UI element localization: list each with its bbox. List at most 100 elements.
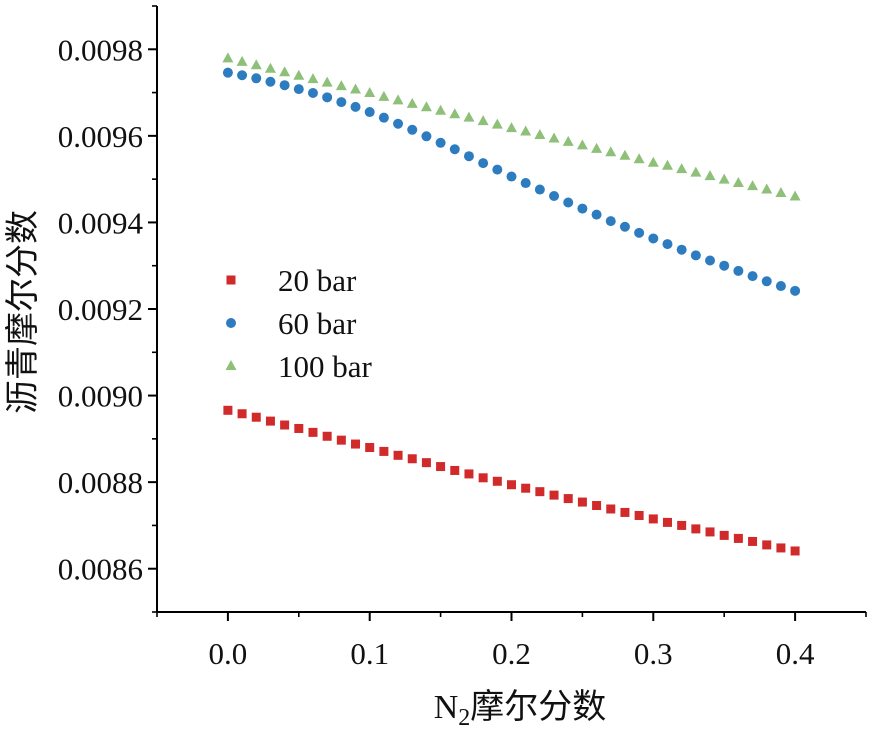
series-20-bar	[223, 405, 800, 556]
data-point	[691, 524, 701, 534]
data-point	[789, 190, 801, 201]
data-point	[619, 221, 630, 232]
data-point	[477, 115, 489, 126]
data-point	[464, 469, 474, 479]
data-point	[491, 118, 503, 129]
data-point	[719, 260, 730, 271]
data-point	[534, 184, 545, 195]
data-point	[407, 124, 418, 135]
data-point	[336, 97, 347, 108]
data-point	[634, 510, 644, 520]
data-point	[350, 101, 361, 112]
data-point	[420, 101, 432, 112]
data-point	[421, 131, 432, 142]
axes: 0.00860.00880.00900.00920.00940.00960.00…	[58, 5, 867, 671]
data-point	[336, 435, 346, 445]
legend-label: 60 bar	[278, 306, 357, 341]
data-point	[280, 420, 290, 430]
x-tick-label: 0.2	[492, 636, 531, 671]
data-point	[790, 546, 800, 556]
data-point	[634, 227, 645, 238]
data-point	[591, 209, 602, 220]
y-tick-label: 0.0092	[58, 292, 143, 327]
data-point	[435, 137, 446, 148]
data-point	[322, 431, 332, 441]
data-point	[407, 454, 417, 464]
data-point	[619, 149, 631, 160]
y-tick-label: 0.0088	[58, 465, 143, 500]
data-marks	[222, 52, 801, 556]
legend-item: 100 bar	[225, 349, 373, 384]
data-point	[492, 164, 503, 175]
data-point	[392, 94, 404, 105]
data-point	[790, 285, 801, 296]
data-point	[265, 416, 275, 426]
data-point	[535, 487, 545, 497]
data-point	[436, 462, 446, 472]
data-point	[393, 118, 404, 129]
data-point	[690, 166, 702, 177]
data-point	[661, 159, 673, 170]
data-point	[507, 480, 516, 490]
data-point	[775, 281, 786, 292]
data-point	[576, 139, 588, 150]
data-point	[450, 465, 460, 475]
data-point	[549, 490, 559, 500]
x-axis-title-suffix: 摩尔分数	[470, 688, 606, 726]
data-point	[747, 180, 759, 191]
data-point	[719, 530, 729, 540]
data-point	[676, 244, 687, 255]
data-point	[690, 250, 701, 261]
data-point	[591, 142, 603, 153]
data-point	[647, 156, 659, 167]
data-point	[563, 197, 574, 208]
data-point	[222, 52, 234, 63]
data-point	[250, 59, 262, 70]
data-point	[463, 111, 475, 122]
data-point	[677, 520, 687, 530]
data-point	[237, 409, 247, 419]
series-100-bar	[222, 52, 801, 201]
data-point	[577, 203, 588, 214]
data-point	[335, 80, 347, 91]
legend-item: 60 bar	[226, 306, 357, 341]
data-point	[718, 173, 730, 184]
data-point	[520, 125, 532, 136]
data-point	[732, 177, 744, 188]
data-point	[705, 255, 716, 266]
data-point	[733, 533, 743, 543]
legend-item: 20 bar	[226, 263, 357, 298]
legend-label: 100 bar	[278, 349, 373, 384]
data-point	[733, 265, 744, 276]
data-point	[506, 122, 517, 133]
data-point	[350, 83, 362, 94]
data-point	[648, 233, 659, 244]
data-point	[279, 80, 290, 91]
data-point	[293, 84, 304, 95]
data-point	[321, 76, 333, 87]
data-point	[406, 97, 418, 108]
data-point	[577, 497, 587, 507]
x-axis-title-subscript: 2	[458, 705, 470, 731]
data-point	[378, 112, 389, 123]
data-point	[308, 427, 318, 437]
data-point	[364, 87, 376, 98]
data-point	[378, 90, 390, 101]
data-point	[620, 507, 630, 517]
y-tick-label: 0.0086	[58, 552, 143, 587]
data-point	[449, 108, 461, 119]
legend-marker	[225, 360, 237, 370]
data-point	[264, 62, 276, 73]
data-point	[676, 163, 688, 174]
data-point	[648, 514, 658, 524]
data-point	[365, 443, 375, 453]
y-tick-label: 0.0090	[58, 379, 143, 414]
data-point	[762, 540, 772, 550]
data-point	[294, 423, 304, 433]
data-point	[605, 216, 616, 227]
data-point	[307, 73, 319, 84]
data-point	[776, 543, 786, 553]
data-point	[307, 88, 318, 99]
data-point	[606, 504, 616, 514]
